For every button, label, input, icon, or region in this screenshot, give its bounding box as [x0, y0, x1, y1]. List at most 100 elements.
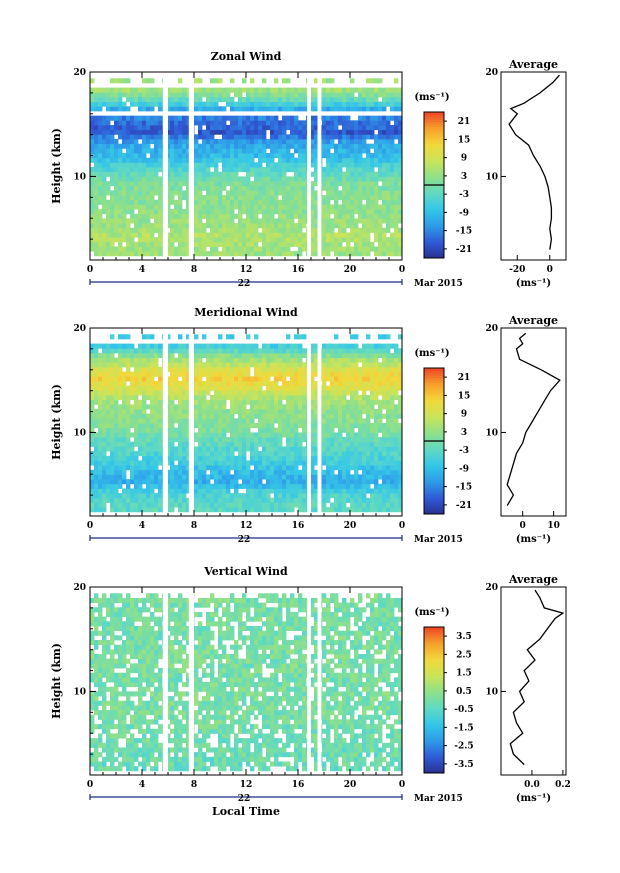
- heatmap-cell: [154, 190, 159, 196]
- heatmap-cell: [154, 199, 159, 205]
- heatmap-cell: [246, 171, 251, 177]
- heatmap-cell: [346, 507, 351, 513]
- heatmap-cell: [118, 507, 123, 513]
- heatmap-cell: [322, 87, 327, 93]
- heatmap-cell: [210, 237, 215, 243]
- heatmap-cell: [358, 237, 363, 243]
- heatmap-cell: [214, 124, 219, 131]
- heatmap-cell: [150, 423, 155, 429]
- heatmap-cell: [294, 204, 299, 210]
- heatmap-cell: [270, 465, 275, 471]
- heatmap-cell: [242, 451, 247, 457]
- heatmap-cell: [118, 237, 123, 243]
- heatmap-cell: [266, 96, 271, 103]
- heatmap-cell: [106, 380, 111, 387]
- colorbar-segment: [424, 163, 444, 167]
- heatmap-cell: [346, 134, 351, 140]
- heatmap-cell: [290, 209, 295, 215]
- heatmap-cell: [342, 380, 347, 387]
- heatmap-cell: [342, 96, 347, 103]
- heatmap-cell: [202, 455, 207, 461]
- heatmap-cell: [338, 469, 343, 475]
- heatmap-cell: [294, 423, 299, 429]
- heatmap-cell: [126, 399, 131, 405]
- heatmap-cell: [170, 148, 175, 154]
- heatmap-cell: [242, 437, 247, 443]
- heatmap-cell: [146, 195, 151, 201]
- heatmap-cell: [146, 380, 151, 387]
- heatmap-cell: [278, 162, 283, 168]
- heatmap-cell: [398, 171, 403, 177]
- heatmap-cell: [274, 469, 279, 475]
- heatmap-cell: [126, 167, 131, 173]
- heatmap-cell: [218, 418, 223, 424]
- heatmap-cell: [262, 101, 267, 107]
- heatmap-cell: [270, 418, 275, 424]
- heatmap-cell: [238, 437, 243, 443]
- heatmap-cell: [282, 223, 287, 229]
- heatmap-cell: [334, 87, 339, 93]
- heatmap-cell: [342, 120, 347, 126]
- heatmap-cell: [134, 115, 139, 121]
- heatmap-cell: [234, 157, 239, 163]
- heatmap-cell: [290, 134, 295, 140]
- heatmap-cell: [214, 209, 219, 215]
- heatmap-cell: [134, 380, 139, 387]
- heatmap-cell: [314, 474, 319, 480]
- heatmap-cell: [386, 465, 391, 471]
- heatmap-cell: [158, 120, 163, 126]
- heatmap-cell: [130, 167, 135, 173]
- heatmap-cell: [294, 437, 299, 443]
- heatmap-cell: [166, 241, 171, 247]
- heatmap-cell: [154, 162, 159, 168]
- heatmap-cell: [282, 185, 287, 191]
- heatmap-cell: [186, 380, 191, 387]
- heatmap-cell: [186, 423, 191, 429]
- heatmap-cell: [214, 409, 219, 415]
- heatmap-cell: [258, 251, 263, 257]
- heatmap-cell: [206, 460, 211, 466]
- heatmap-cell: [158, 423, 163, 429]
- heatmap-cell: [246, 195, 251, 201]
- heatmap-cell: [342, 124, 347, 131]
- heatmap-cell: [270, 148, 275, 154]
- heatmap-cell: [106, 223, 111, 229]
- heatmap-cell: [378, 441, 383, 447]
- heatmap-cell: [270, 488, 275, 494]
- heatmap-cell: [94, 446, 99, 452]
- heatmap-cell: [278, 148, 283, 154]
- heatmap-cell: [90, 227, 95, 233]
- heatmap-cell: [110, 162, 115, 168]
- heatmap-cell: [250, 385, 255, 391]
- heatmap-cell: [238, 213, 243, 219]
- heatmap-cell: [250, 218, 255, 224]
- heatmap-cell: [362, 441, 367, 447]
- heatmap-cell: [146, 385, 151, 391]
- heatmap-cell: [182, 474, 187, 480]
- heatmap-cell: [222, 167, 227, 173]
- heatmap-cell: [266, 143, 271, 149]
- heatmap-cell: [214, 204, 219, 210]
- heatmap-cell: [370, 213, 375, 219]
- heatmap-cell: [126, 237, 131, 243]
- heatmap-cell: [94, 124, 99, 131]
- heatmap-cell: [150, 465, 155, 471]
- heatmap-cell: [282, 167, 287, 173]
- heatmap-cell: [350, 209, 355, 215]
- heatmap-cell: [314, 223, 319, 229]
- heatmap-cell: [390, 483, 395, 489]
- heatmap-cell: [142, 460, 147, 466]
- heatmap-cell: [250, 181, 255, 187]
- heatmap-cell: [126, 204, 131, 210]
- heatmap-cell: [170, 418, 175, 424]
- heatmap-cell: [386, 162, 391, 168]
- heatmap-cell: [210, 427, 215, 433]
- heatmap-cell: [298, 134, 303, 140]
- heatmap-cell: [202, 92, 207, 98]
- heatmap-cell: [122, 223, 127, 229]
- heatmap-cell: [202, 185, 207, 191]
- heatmap-cell: [266, 451, 271, 457]
- heatmap-cell: [358, 474, 363, 480]
- heatmap-cell: [314, 488, 319, 494]
- heatmap-cell: [170, 469, 175, 475]
